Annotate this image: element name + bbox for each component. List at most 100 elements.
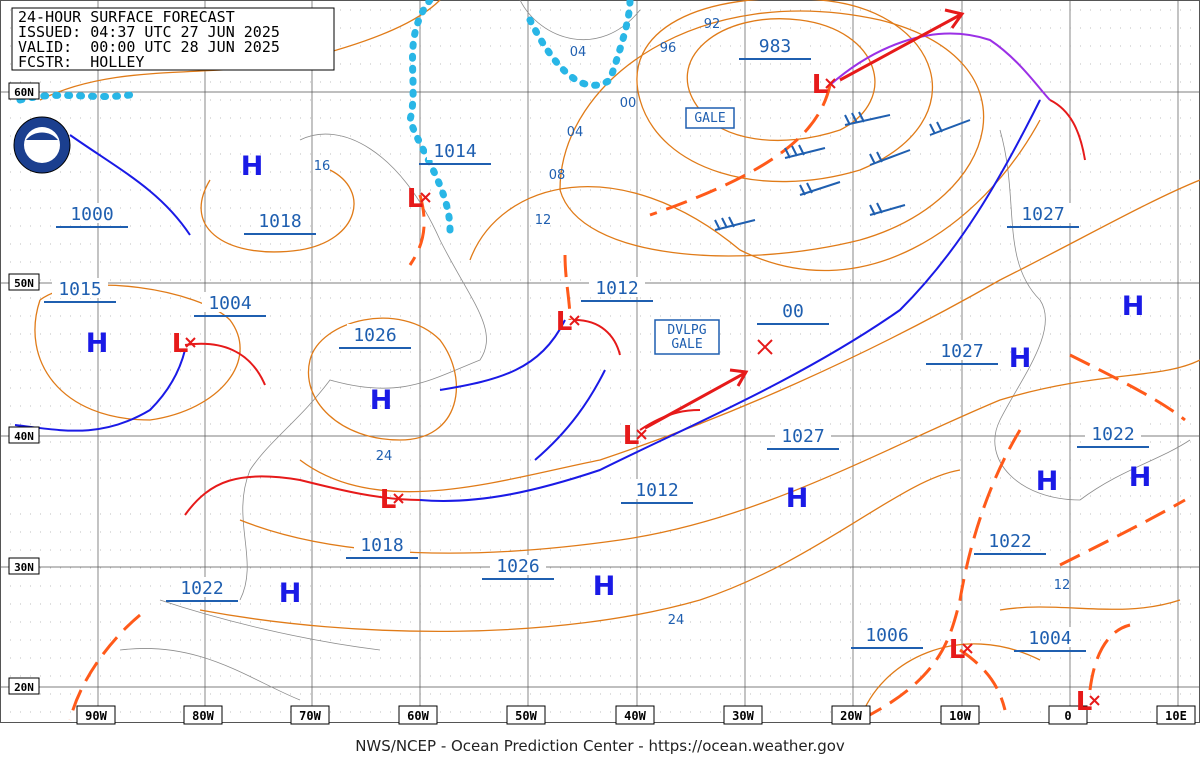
latitude-box: [8, 82, 40, 100]
pressure-bg: [765, 300, 821, 320]
pressure-label: 1022: [180, 578, 223, 599]
pressure-label: 1014: [433, 141, 476, 162]
isobar-label: 00: [620, 96, 637, 111]
pressure-label: 983: [759, 36, 792, 57]
logo-center: [24, 127, 60, 163]
header-line: VALID: 00:00 UTC 28 JUN 2025: [18, 38, 280, 56]
isobar-label: 04: [570, 45, 587, 60]
pressure-bg: [174, 577, 230, 597]
pressure-bg: [64, 203, 120, 223]
isobar-label: 24: [668, 613, 685, 628]
latitude-label: 30N: [14, 561, 34, 574]
trough: [408, 194, 426, 266]
high-center: H: [279, 578, 302, 609]
isobar-label: 16: [314, 159, 331, 174]
pressure-bg: [347, 324, 403, 344]
new-low-mark: [757, 339, 773, 355]
warm-front: [184, 475, 421, 516]
longitude-label: 40W: [624, 709, 646, 723]
longitude-label: 50W: [515, 709, 537, 723]
isobar-label: 04: [567, 125, 584, 140]
low-center-x: [636, 429, 647, 440]
isobar: [34, 284, 241, 421]
latitude-box: [8, 677, 40, 695]
low-center: L: [623, 421, 640, 451]
longitude-label: 10W: [949, 709, 971, 723]
latitude-box: [8, 557, 40, 575]
motion-arrows: [644, 8, 965, 430]
isobar: [199, 469, 961, 633]
developing-gale-text: DVLPG: [667, 323, 706, 338]
pressure-label: 1027: [1021, 204, 1064, 225]
pressure-label: 1012: [635, 480, 678, 501]
high-center: H: [241, 151, 264, 182]
pressure-bg: [1085, 423, 1141, 443]
pressure-bg: [747, 35, 803, 55]
pressure-bg: [1022, 627, 1078, 647]
pressure-bg: [982, 530, 1038, 550]
warm-front: [184, 342, 266, 386]
cold-front: [419, 99, 1041, 502]
isobar-label: 12: [535, 213, 552, 228]
high-center: H: [370, 385, 393, 416]
pressure-bg: [859, 624, 915, 644]
isobar: [469, 119, 1041, 272]
coastlines: [119, 0, 1191, 701]
low-center: L: [949, 635, 966, 665]
low-center-x: [420, 192, 431, 203]
low-center: L: [172, 329, 189, 359]
header-line: 24-HOUR SURFACE FORECAST: [18, 8, 235, 26]
high-center: H: [1129, 462, 1152, 493]
gale-box: [685, 107, 735, 129]
longitude-box: [940, 705, 980, 725]
longitude-label: 10E: [1165, 709, 1187, 723]
longitude-label: 20W: [840, 709, 862, 723]
low-center: L: [556, 307, 573, 337]
latitude-box: [8, 273, 40, 291]
warm-front: [1049, 99, 1086, 161]
longitude-label: 90W: [85, 709, 107, 723]
ice-edge: [406, 0, 454, 234]
pressure-label: 1015: [58, 279, 101, 300]
pressure-label: 1006: [865, 625, 908, 646]
latitude-label: 20N: [14, 681, 34, 694]
longitude-label: 60W: [407, 709, 429, 723]
isobar: [636, 0, 933, 183]
trough: [959, 623, 1131, 711]
high-center: H: [1036, 466, 1059, 497]
logo-bird: [26, 132, 58, 140]
warm-front: [574, 319, 621, 356]
header-box: [11, 7, 335, 71]
low-center-x: [825, 78, 836, 89]
isobar: [859, 599, 1181, 721]
pressure-bg: [252, 210, 308, 230]
longitude-label: 70W: [299, 709, 321, 723]
labels: 60N 50N 40N 30N 20N 90W 80W 70W 60W 50W 40W 30W 20W 1…: [8, 17, 1196, 725]
high-center: H: [1122, 291, 1145, 322]
pressure-label: 1000: [70, 204, 113, 225]
latitude-label: 60N: [14, 86, 34, 99]
pressure-label: 1004: [1028, 628, 1071, 649]
pressure-bg: [52, 278, 108, 298]
pressure-label: 00: [782, 301, 804, 322]
wind-barbs: [714, 111, 971, 231]
pressure-bg: [354, 534, 410, 554]
longitude-box: [831, 705, 871, 725]
wind-barb: [844, 111, 891, 126]
wind-barb: [714, 216, 756, 231]
latitude-box: [8, 426, 40, 444]
pressure-label: 1022: [988, 531, 1031, 552]
wind-barb: [929, 119, 971, 136]
pressure-label: 1026: [353, 325, 396, 346]
isobar: [307, 317, 458, 441]
pressure-label: 1026: [496, 556, 539, 577]
isobar-label: 96: [660, 41, 677, 56]
isobar: [299, 179, 1200, 493]
longitude-label: 80W: [192, 709, 214, 723]
header-line: FCSTR: HOLLEY: [18, 53, 144, 71]
pressure-bg: [1015, 203, 1071, 223]
low-center: L: [812, 70, 829, 100]
isobar-label: 24: [376, 449, 393, 464]
longitude-box: [398, 705, 438, 725]
